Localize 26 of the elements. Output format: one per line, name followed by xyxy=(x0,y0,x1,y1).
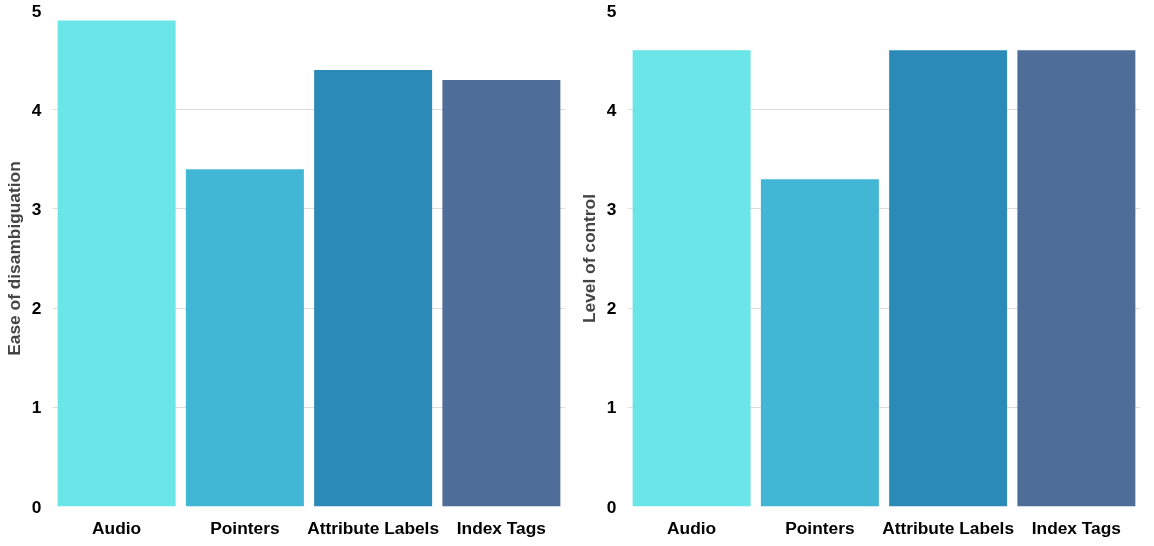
y-tick-label: 2 xyxy=(606,298,617,319)
y-tick-label: 5 xyxy=(31,0,42,21)
bar xyxy=(314,70,433,507)
y-tick-label: 4 xyxy=(31,99,42,120)
x-tick-label: Attribute Labels xyxy=(882,517,1015,538)
x-tick-label: Pointers xyxy=(785,517,855,538)
y-tick-label: 5 xyxy=(606,0,617,21)
y-axis-title: Ease of disambiguation xyxy=(3,161,24,356)
x-tick-label: Index Tags xyxy=(456,517,546,538)
x-tick-label: Pointers xyxy=(210,517,280,538)
bar xyxy=(442,79,561,507)
x-tick-label: Audio xyxy=(92,517,142,538)
y-tick-label: 3 xyxy=(606,198,617,219)
x-tick-label: Audio xyxy=(667,517,717,538)
y-tick-label: 1 xyxy=(31,397,42,418)
y-tick-label: 4 xyxy=(606,99,617,120)
y-tick-label: 0 xyxy=(31,496,42,517)
bar xyxy=(185,169,304,507)
y-tick-label: 1 xyxy=(606,397,617,418)
y-axis-title: Level of control xyxy=(578,193,599,324)
y-tick-label: 0 xyxy=(606,496,617,517)
y-tick-label: 3 xyxy=(31,198,42,219)
y-tick-label: 2 xyxy=(31,298,42,319)
x-tick-label: Index Tags xyxy=(1031,517,1121,538)
x-tick-label: Attribute Labels xyxy=(307,517,440,538)
bar xyxy=(57,20,176,507)
